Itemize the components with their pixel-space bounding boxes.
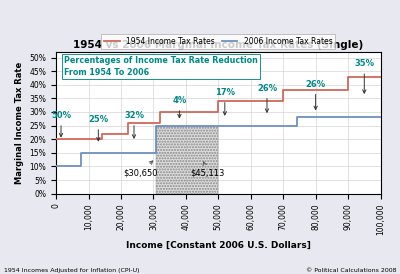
2006 Income Tax Rates [378,116,383,119]
2006 Income Tax Rates [153,151,158,155]
1954 Income Tax Rates [216,110,221,114]
Text: 1954 Incomes Adjusted for Inflation (CPI-U): 1954 Incomes Adjusted for Inflation (CPI… [4,268,140,273]
2006 Income Tax Rates [54,165,58,168]
Text: 35%: 35% [354,59,374,93]
2006 Income Tax Rates [78,165,83,168]
1954 Income Tax Rates [378,75,383,78]
X-axis label: Income [Constant 2006 U.S. Dollars]: Income [Constant 2006 U.S. Dollars] [126,240,311,249]
1954 Income Tax Rates [60,138,65,141]
Text: 25%: 25% [88,115,108,141]
1954 Income Tax Rates [346,89,350,92]
Text: $45,113: $45,113 [190,162,224,177]
Line: 1954 Income Tax Rates: 1954 Income Tax Rates [56,77,380,139]
Y-axis label: Marginal Income Tax Rate: Marginal Income Tax Rate [15,62,24,184]
Line: 2006 Income Tax Rates: 2006 Income Tax Rates [56,118,380,166]
2006 Income Tax Rates [153,124,158,127]
Text: 50%: 50% [51,111,71,137]
Text: $30,650: $30,650 [123,161,158,177]
2006 Income Tax Rates [378,116,383,119]
Text: 4%: 4% [172,96,186,118]
2006 Income Tax Rates [294,124,299,127]
1954 Income Tax Rates [346,75,350,78]
Text: 26%: 26% [257,84,277,112]
1954 Income Tax Rates [378,75,383,78]
2006 Income Tax Rates [78,151,83,155]
Text: © Political Calculations 2008: © Political Calculations 2008 [306,268,396,273]
1954 Income Tax Rates [281,99,286,103]
1954 Income Tax Rates [281,89,286,92]
1954 Income Tax Rates [54,138,58,141]
Text: 26%: 26% [306,80,326,110]
Legend: 1954 Income Tax Rates, 2006 Income Tax Rates: 1954 Income Tax Rates, 2006 Income Tax R… [101,34,335,49]
1954 Income Tax Rates [99,138,104,141]
1954 Income Tax Rates [158,121,162,124]
1954 Income Tax Rates [125,121,130,124]
1954 Income Tax Rates [99,132,104,135]
Text: 17%: 17% [215,88,235,115]
Title: 1954 vs 2006 Marginal Income Tax Rates (Single): 1954 vs 2006 Marginal Income Tax Rates (… [73,40,364,50]
1954 Income Tax Rates [216,99,221,103]
1954 Income Tax Rates [125,132,130,135]
Text: Percentages of Income Tax Rate Reduction
From 1954 To 2006: Percentages of Income Tax Rate Reduction… [64,56,258,77]
Polygon shape [156,125,218,194]
Text: 32%: 32% [124,111,144,138]
2006 Income Tax Rates [294,116,299,119]
1954 Income Tax Rates [158,110,162,114]
1954 Income Tax Rates [60,138,65,141]
